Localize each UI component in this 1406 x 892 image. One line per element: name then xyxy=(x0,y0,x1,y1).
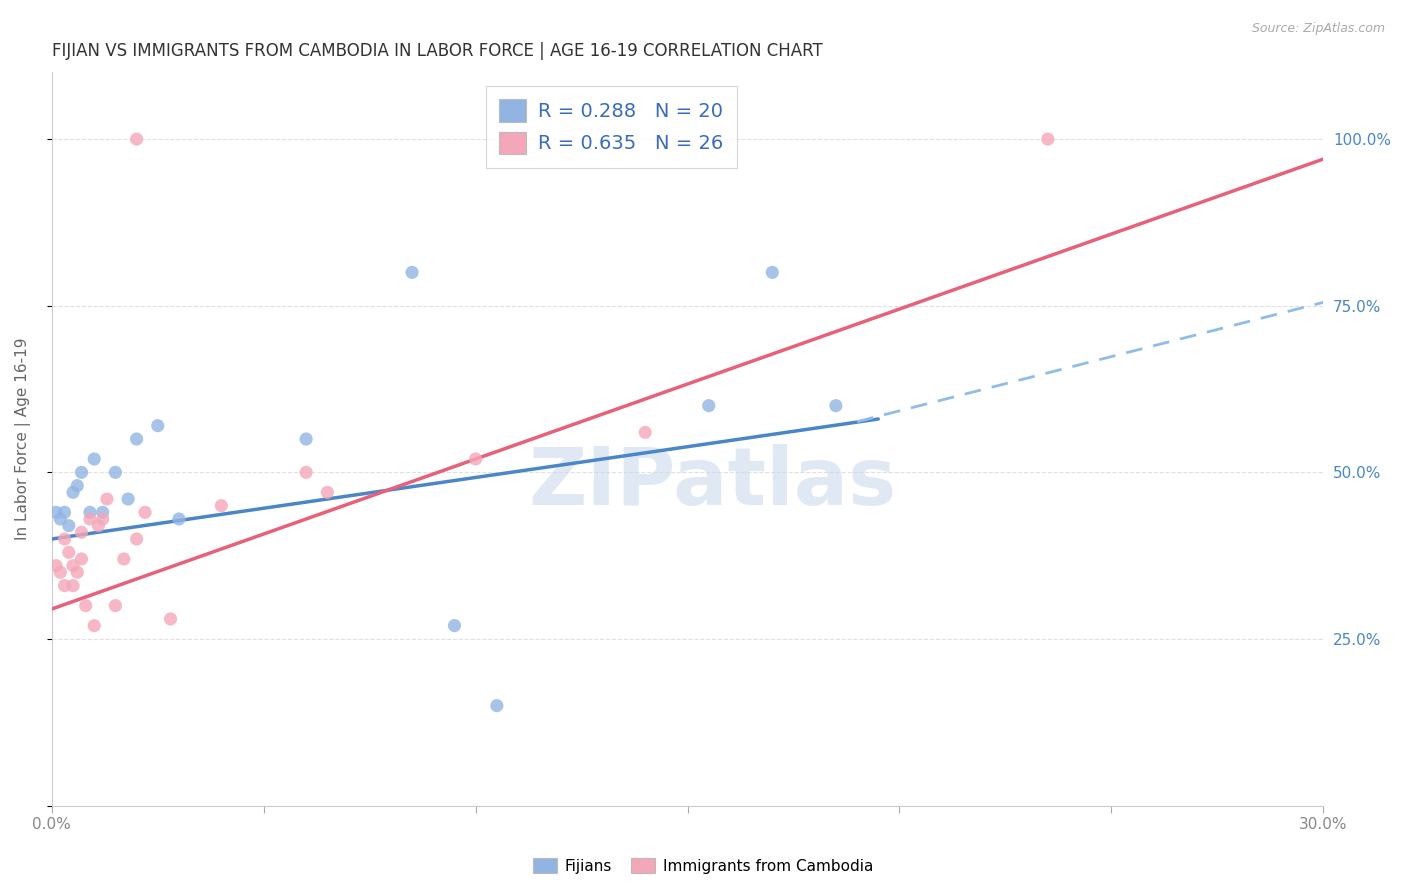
Point xyxy=(112,552,135,566)
Point xyxy=(79,505,101,519)
Point xyxy=(70,552,93,566)
Point xyxy=(91,505,114,519)
Point xyxy=(125,132,148,146)
Point xyxy=(53,505,76,519)
Point xyxy=(75,599,97,613)
Y-axis label: In Labor Force | Age 16-19: In Labor Force | Age 16-19 xyxy=(15,338,31,541)
Point xyxy=(316,485,339,500)
Point xyxy=(125,532,148,546)
Point xyxy=(761,265,783,279)
Legend: Fijians, Immigrants from Cambodia: Fijians, Immigrants from Cambodia xyxy=(527,852,879,880)
Legend: R = 0.288   N = 20, R = 0.635   N = 26: R = 0.288 N = 20, R = 0.635 N = 26 xyxy=(485,86,737,168)
Point xyxy=(45,505,67,519)
Point xyxy=(45,558,67,573)
Point xyxy=(104,466,127,480)
Point xyxy=(91,512,114,526)
Point xyxy=(49,566,72,580)
Point xyxy=(66,566,89,580)
Point xyxy=(464,452,486,467)
Point xyxy=(634,425,657,440)
Point xyxy=(125,432,148,446)
Point xyxy=(62,485,84,500)
Point xyxy=(87,518,110,533)
Point xyxy=(70,525,93,540)
Point xyxy=(53,532,76,546)
Point xyxy=(209,499,232,513)
Point xyxy=(159,612,181,626)
Text: ZIPatlas: ZIPatlas xyxy=(529,444,897,522)
Point xyxy=(62,558,84,573)
Point xyxy=(79,512,101,526)
Point xyxy=(825,399,848,413)
Point xyxy=(96,491,118,506)
Text: FIJIAN VS IMMIGRANTS FROM CAMBODIA IN LABOR FORCE | AGE 16-19 CORRELATION CHART: FIJIAN VS IMMIGRANTS FROM CAMBODIA IN LA… xyxy=(52,42,823,60)
Point xyxy=(58,518,80,533)
Point xyxy=(83,618,105,632)
Point xyxy=(58,545,80,559)
Text: Source: ZipAtlas.com: Source: ZipAtlas.com xyxy=(1251,22,1385,36)
Point xyxy=(295,432,318,446)
Point xyxy=(401,265,423,279)
Point xyxy=(117,491,139,506)
Point xyxy=(134,505,156,519)
Point xyxy=(83,452,105,467)
Point xyxy=(697,399,720,413)
Point xyxy=(66,478,89,492)
Point xyxy=(62,579,84,593)
Point xyxy=(295,466,318,480)
Point xyxy=(146,418,169,433)
Point xyxy=(485,698,508,713)
Point xyxy=(1036,132,1059,146)
Point xyxy=(53,579,76,593)
Point xyxy=(104,599,127,613)
Point xyxy=(70,466,93,480)
Point xyxy=(443,618,465,632)
Point xyxy=(167,512,190,526)
Point xyxy=(49,512,72,526)
